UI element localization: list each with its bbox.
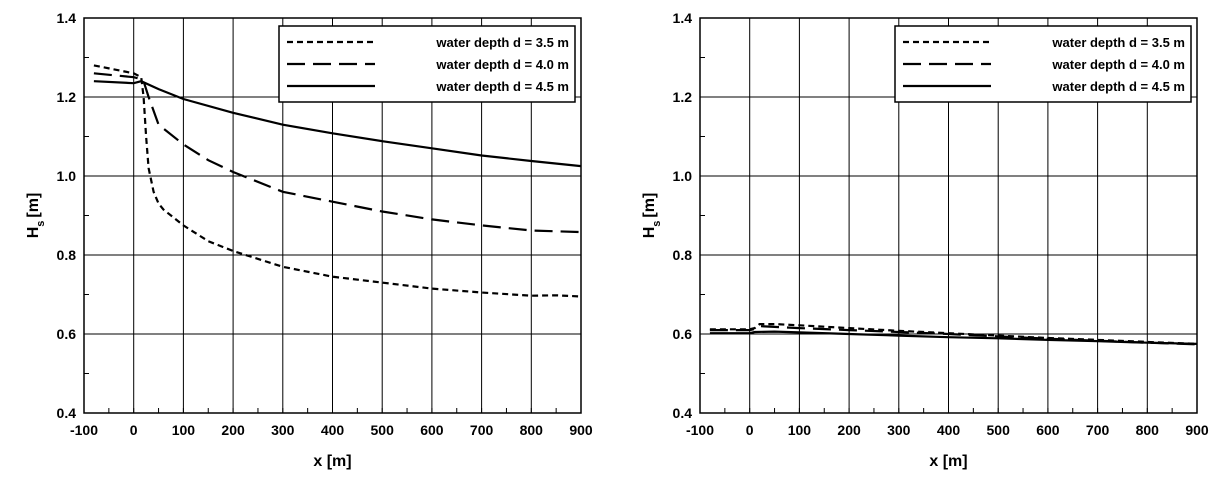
y-tick-label: 0.4 [673, 405, 693, 421]
y-axis-label-subscript: s [35, 221, 47, 227]
legend-label-3: water depth d = 4.5 m [435, 79, 569, 94]
series-line-1 [93, 64, 582, 298]
legend-label-1: water depth d = 3.5 m [435, 35, 569, 50]
x-tick-label: 600 [420, 422, 444, 438]
x-tick-label: -100 [70, 422, 98, 438]
plot-frame [699, 17, 1198, 414]
legend: water depth d = 3.5 m water depth d = 4.0… [894, 25, 1192, 103]
x-tick-label: 300 [271, 422, 295, 438]
x-tick-label: 200 [221, 422, 245, 438]
y-axis-label: Hs [m] [641, 193, 663, 239]
y-axis-label-main: H [25, 227, 42, 239]
y-tick-label: 1.0 [673, 168, 693, 184]
series-line-2 [93, 72, 582, 234]
x-tick-label: 900 [1185, 422, 1209, 438]
y-tick-label: 0.8 [673, 247, 693, 263]
y-tick-label: 0.4 [57, 405, 77, 421]
x-axis-label: x [m] [313, 453, 351, 470]
y-axis-label-unit: [m] [641, 193, 658, 218]
y-axis-label: Hs [m] [25, 193, 47, 239]
chart-panel-2: -100 0 100 200 300 400 500 600 700 800 900 0.4 0.6 0.… [641, 10, 1209, 470]
y-axis-label-subscript: s [651, 221, 663, 227]
series-line-3 [709, 330, 1198, 345]
plot-frame [83, 17, 582, 414]
legend: water depth d = 3.5 m water depth d = 4.0… [278, 25, 576, 103]
y-tick-label: 0.6 [57, 326, 77, 342]
y-tick-label: 1.2 [57, 89, 77, 105]
x-tick-label: 200 [837, 422, 861, 438]
x-tick-label: 100 [788, 422, 812, 438]
legend-label-3: water depth d = 4.5 m [1051, 79, 1185, 94]
y-tick-label: 0.8 [57, 247, 77, 263]
y-axis-label-main: H [641, 227, 658, 239]
x-tick-label: 0 [746, 422, 754, 438]
x-tick-label: 700 [470, 422, 494, 438]
x-tick-label: 300 [887, 422, 911, 438]
series-line-3 [93, 80, 582, 168]
y-tick-label: 1.4 [673, 10, 693, 26]
x-tick-label: 900 [569, 422, 593, 438]
legend-label-1: water depth d = 3.5 m [1051, 35, 1185, 50]
x-axis-label: x [m] [929, 453, 967, 470]
x-tick-label: -100 [686, 422, 714, 438]
legend-label-2: water depth d = 4.0 m [1051, 57, 1185, 72]
y-tick-label: 1.2 [673, 89, 693, 105]
x-tick-label: 500 [371, 422, 395, 438]
y-axis-label-unit: [m] [25, 193, 42, 218]
y-tick-label: 1.4 [57, 10, 77, 26]
x-tick-label: 800 [1136, 422, 1160, 438]
x-tick-label: 100 [172, 422, 196, 438]
x-tick-label: 500 [987, 422, 1011, 438]
y-tick-label: 0.6 [673, 326, 693, 342]
x-tick-label: 400 [321, 422, 345, 438]
chart-panel-1: -100 0 100 200 300 400 500 600 700 800 900 0.4 0.6 0.… [25, 10, 593, 470]
x-tick-label: 600 [1036, 422, 1060, 438]
legend-label-2: water depth d = 4.0 m [435, 57, 569, 72]
x-tick-label: 0 [130, 422, 138, 438]
x-tick-label: 800 [520, 422, 544, 438]
x-tick-label: 400 [937, 422, 961, 438]
y-tick-label: 1.0 [57, 168, 77, 184]
x-tick-label: 700 [1086, 422, 1110, 438]
